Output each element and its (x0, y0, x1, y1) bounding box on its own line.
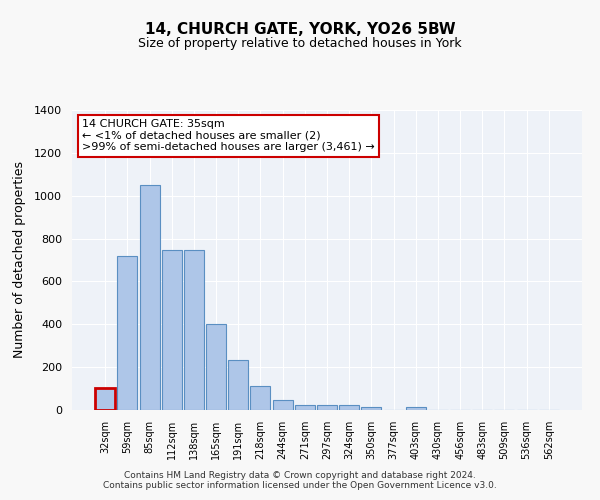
Text: Size of property relative to detached houses in York: Size of property relative to detached ho… (138, 38, 462, 51)
Bar (228, 360, 248, 410)
Bar (206, 324, 226, 410)
Bar (162, 250, 182, 410)
Bar (361, 408, 382, 410)
Bar (140, 185, 160, 410)
Bar (339, 406, 359, 410)
Bar (184, 250, 204, 410)
Bar (118, 256, 137, 410)
Bar (95, 388, 115, 410)
Bar (406, 407, 426, 410)
Text: Contains HM Land Registry data © Crown copyright and database right 2024.
Contai: Contains HM Land Registry data © Crown c… (103, 470, 497, 490)
Text: 14 CHURCH GATE: 35sqm
← <1% of detached houses are smaller (2)
>99% of semi-deta: 14 CHURCH GATE: 35sqm ← <1% of detached … (82, 119, 375, 152)
Bar (250, 386, 271, 410)
Y-axis label: Number of detached properties: Number of detached properties (13, 162, 26, 358)
Bar (295, 404, 315, 410)
Text: 14, CHURCH GATE, YORK, YO26 5BW: 14, CHURCH GATE, YORK, YO26 5BW (145, 22, 455, 38)
Bar (317, 404, 337, 410)
Bar (272, 400, 293, 410)
